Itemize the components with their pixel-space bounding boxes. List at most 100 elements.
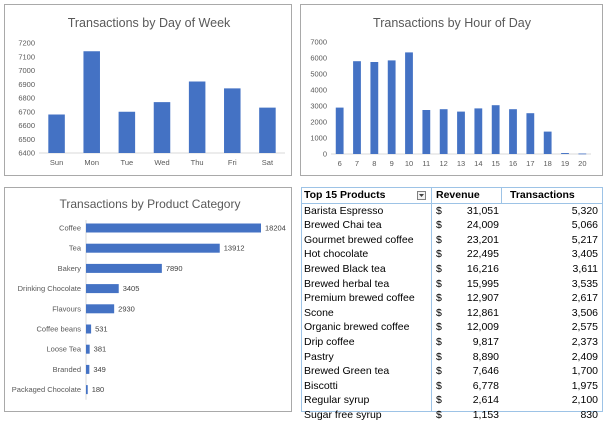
revenue-value: 12,861: [466, 306, 499, 319]
currency-symbol: $: [436, 321, 442, 334]
bar: [48, 114, 65, 153]
x-tick-label: 16: [509, 159, 517, 168]
bar: [83, 51, 100, 153]
transactions-value: 3,506: [571, 306, 598, 319]
currency-symbol: $: [436, 379, 442, 392]
x-tick-label: 19: [561, 159, 569, 168]
currency-symbol: $: [436, 248, 442, 261]
category-label: Flavours: [52, 304, 81, 313]
column-header-revenue: Revenue: [436, 189, 480, 201]
bar: [578, 153, 587, 155]
product-name: Barista Espresso: [304, 204, 384, 217]
chart-title: Transactions by Day of Week: [68, 16, 231, 30]
bar: [86, 304, 115, 314]
table-row: Brewed Green tea $7,646 1,700: [302, 364, 602, 379]
column-header-product: Top 15 Products: [304, 189, 386, 201]
currency-symbol: $: [436, 277, 442, 290]
x-tick-label: Sun: [50, 158, 63, 167]
chart-hour-of-day: Transactions by Hour of Day 0 1000 2000 300…: [310, 16, 591, 168]
bar: [526, 113, 535, 154]
y-tick-label: 1000: [310, 134, 327, 143]
product-name: Premium brewed coffee: [304, 292, 415, 305]
filter-dropdown-icon[interactable]: [417, 191, 426, 200]
product-name: Brewed herbal tea: [304, 277, 390, 290]
product-name: Biscotti: [304, 379, 338, 392]
transactions-value: 2,373: [571, 335, 598, 348]
y-tick-label: 6900: [18, 80, 35, 89]
bar: [86, 243, 220, 253]
data-label: 2930: [118, 304, 135, 313]
product-name: Hot chocolate: [304, 248, 369, 261]
table-row: Hot chocolate $22,495 3,405: [302, 247, 602, 262]
data-label: 13912: [224, 244, 245, 253]
y-tick-label: 5000: [310, 70, 327, 79]
table-row: Brewed herbal tea $15,995 3,535: [302, 277, 602, 292]
y-tick-label: 7100: [18, 52, 35, 61]
chart-product-category: Transactions by Product Category Coffee 1…: [12, 197, 286, 400]
chart-day-of-week-panel: Transactions by Day of Week 6400 6500 6600…: [4, 4, 292, 176]
transactions-value: 5,320: [571, 204, 598, 217]
transactions-value: 2,100: [571, 394, 598, 407]
category-label: Branded: [53, 365, 81, 374]
table-row: Brewed Black tea $16,216 3,611: [302, 262, 602, 277]
bar: [387, 60, 396, 154]
y-tick-label: 6500: [18, 135, 35, 144]
data-label: 18204: [265, 224, 286, 233]
table-row: Premium brewed coffee $12,907 2,617: [302, 291, 602, 306]
bar: [118, 111, 136, 153]
bar: [224, 88, 241, 153]
x-tick-label: 18: [543, 159, 551, 168]
bar: [439, 109, 448, 154]
x-tick-label: Tue: [121, 158, 134, 167]
bar: [353, 61, 361, 155]
bar: [86, 364, 90, 374]
data-label: 349: [93, 365, 106, 374]
chart-hour-of-day-panel: Transactions by Hour of Day 0 1000 2000 300…: [300, 4, 603, 176]
revenue-value: 23,201: [466, 233, 499, 246]
bar: [86, 324, 92, 334]
transactions-value: 3,611: [572, 262, 599, 275]
bar: [86, 223, 261, 233]
y-tick-label: 2000: [310, 118, 327, 127]
x-tick-label: 8: [372, 159, 376, 168]
x-tick-label: 7: [355, 159, 359, 168]
currency-symbol: $: [436, 306, 442, 319]
transactions-value: 5,217: [571, 233, 598, 246]
x-tick-label: Mon: [84, 158, 99, 167]
bar: [153, 102, 171, 153]
currency-symbol: $: [436, 219, 442, 232]
bar: [370, 62, 379, 154]
bar: [422, 110, 431, 154]
revenue-value: 15,995: [466, 277, 499, 290]
x-tick-label: 13: [457, 159, 465, 168]
table-row: Pastry $8,890 2,409: [302, 350, 602, 365]
product-name: Regular syrup: [304, 394, 370, 407]
category-label: Coffee: [59, 224, 81, 233]
x-tick-label: 9: [390, 159, 394, 168]
revenue-value: 12,907: [466, 292, 499, 305]
bar: [561, 153, 569, 154]
revenue-value: 1,153: [472, 408, 499, 421]
x-tick-label: 12: [439, 159, 447, 168]
filter-arrow-icon: [419, 194, 424, 197]
x-tick-label: 10: [405, 159, 413, 168]
chart-title: Transactions by Hour of Day: [373, 16, 532, 30]
transactions-value: 2,409: [571, 350, 598, 363]
table-header: Top 15 Products Revenue Transactions: [302, 188, 602, 204]
bar: [457, 111, 465, 154]
currency-symbol: $: [436, 408, 442, 421]
y-tick-label: 3000: [310, 102, 327, 111]
y-tick-label: 6700: [18, 107, 35, 116]
top-products-table: Top 15 Products Revenue Transactions Bar…: [301, 187, 603, 421]
y-tick-label: 7200: [18, 39, 35, 48]
chart-product-category-panel: Transactions by Product Category Coffee 1…: [4, 187, 292, 412]
revenue-value: 31,051: [466, 204, 499, 217]
category-label: Coffee beans: [37, 325, 82, 334]
table-row: Organic brewed coffee $12,009 2,575: [302, 320, 602, 335]
revenue-value: 12,009: [466, 321, 499, 334]
column-divider: [431, 188, 432, 411]
revenue-value: 8,890: [472, 350, 499, 363]
transactions-value: 830: [580, 408, 598, 421]
bar: [86, 284, 119, 294]
y-tick-label: 6600: [18, 121, 35, 130]
